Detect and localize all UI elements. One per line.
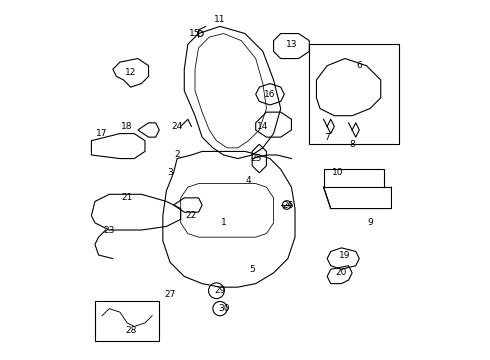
Text: 9: 9 [367,219,373,228]
Text: 25: 25 [250,154,261,163]
Text: 22: 22 [186,211,197,220]
Text: 8: 8 [349,140,355,149]
Text: 26: 26 [282,201,294,210]
Text: 11: 11 [214,15,226,24]
Text: 10: 10 [332,168,343,177]
Text: 18: 18 [122,122,133,131]
Text: 19: 19 [339,251,351,260]
Text: 16: 16 [264,90,276,99]
Text: 29: 29 [214,286,226,295]
Text: 20: 20 [336,268,347,277]
Text: 6: 6 [356,61,362,70]
Text: 30: 30 [218,304,229,313]
Text: 13: 13 [286,40,297,49]
Text: 7: 7 [324,132,330,141]
Text: 21: 21 [122,193,133,202]
Text: 1: 1 [220,219,226,228]
Text: 4: 4 [246,176,251,185]
Text: 3: 3 [167,168,173,177]
Text: 23: 23 [103,225,115,234]
Text: 27: 27 [164,290,176,299]
Text: 24: 24 [172,122,183,131]
Text: 14: 14 [257,122,269,131]
Text: 15: 15 [189,29,201,38]
Text: 17: 17 [97,129,108,138]
Text: 12: 12 [125,68,136,77]
Text: 2: 2 [174,150,180,159]
Text: 5: 5 [249,265,255,274]
Text: 28: 28 [125,325,136,334]
